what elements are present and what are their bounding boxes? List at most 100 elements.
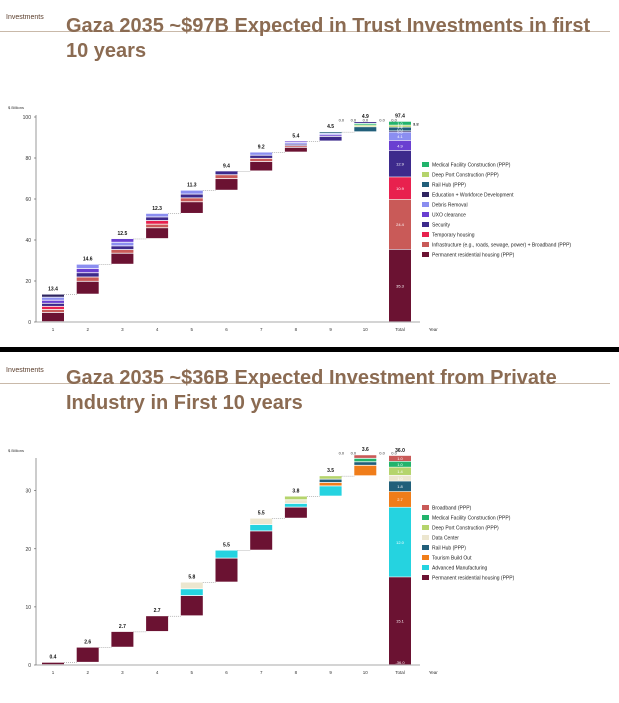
bar-segment <box>250 161 273 171</box>
legend-label: Advanced Manufacturing <box>432 566 488 572</box>
x-axis-label: Year <box>429 670 439 675</box>
bar-segment <box>146 224 169 228</box>
x-tick-label: 4 <box>156 670 159 675</box>
total-segment-label: 1.8 <box>397 484 403 489</box>
total-bar-segment <box>389 199 411 250</box>
total-segment-label: 1.8 <box>413 122 419 127</box>
bar-segment <box>250 155 273 158</box>
legend-swatch <box>422 222 429 227</box>
y-tick-label: 40 <box>25 238 31 244</box>
total-bar-segment <box>389 121 411 125</box>
legend-label: Permanent residential housing (PPP) <box>432 576 515 582</box>
bar-segment <box>111 249 134 253</box>
total-bar-segment <box>389 507 411 577</box>
total-segment-label: 1.0 <box>397 121 403 126</box>
bar-segment <box>180 595 203 616</box>
bar-value-label: 5.5 <box>258 511 265 517</box>
bar-segment <box>146 213 169 217</box>
legend-swatch <box>422 202 429 207</box>
bar-segment <box>42 312 64 322</box>
bar-segment <box>42 297 64 300</box>
bar-segment <box>42 306 64 309</box>
legend-swatch <box>422 212 429 217</box>
bar-segment <box>42 303 64 306</box>
x-tick-label: 4 <box>156 327 159 332</box>
bar-value-label: 3.5 <box>327 468 334 474</box>
bar-value-label: 4.9 <box>362 114 369 120</box>
y-tick-label: 20 <box>25 547 31 553</box>
trust-investment-chart: $ Billions 0 20 40 60 80 100 1 2 3 4 5 6 7 8 9 10 Total Ye… <box>8 105 571 332</box>
total-segment-label: 24.4 <box>396 222 405 227</box>
slide-title-line-1: Gaza 2035 ~$36B Expected Investment from… <box>66 367 557 389</box>
bar-segment <box>354 123 377 125</box>
bar-segment <box>354 465 377 476</box>
legend-label: Rail Hub (PPP) <box>432 183 466 189</box>
bar-segment <box>284 496 307 500</box>
bar-segment <box>354 125 377 127</box>
bar-segment <box>319 136 342 141</box>
total-bar-segment <box>389 455 411 462</box>
y-tick-label: 30 <box>25 489 31 495</box>
total-bar-segment <box>389 150 411 177</box>
legend-label: Data Center <box>432 536 459 542</box>
legend-label: Permanent residential housing (PPP) <box>432 253 515 259</box>
legend-swatch <box>422 575 429 580</box>
y-tick-label: 80 <box>25 156 31 162</box>
legend-swatch <box>422 515 429 520</box>
bar-segment <box>146 217 169 221</box>
bar-segment <box>215 558 238 582</box>
total-bar-segment <box>389 127 411 131</box>
bar-segment <box>319 486 342 496</box>
private-investment-slide: Investments Gaza 2035 ~$36B Expected Inv… <box>0 352 619 703</box>
bar-segment <box>319 135 342 136</box>
total-bar-segment <box>389 125 411 127</box>
slide-title-line-2: Industry in First 10 years <box>66 392 303 414</box>
bar-segment <box>354 455 377 458</box>
bar-segment <box>146 220 169 224</box>
x-tick-label: 5 <box>191 327 194 332</box>
bar-value-label: 5.8 <box>188 574 195 580</box>
slide-title-line-2: 10 years <box>66 40 147 62</box>
x-tick-label: 6 <box>225 327 228 332</box>
x-tick-label: 3 <box>121 327 124 332</box>
total-segment-label: 12.9 <box>396 162 405 167</box>
bar-segment <box>354 122 377 123</box>
bar-segment <box>319 476 342 479</box>
bar-segment <box>319 133 342 135</box>
total-bottom-label: -36.0 <box>395 660 405 665</box>
bar-segment <box>180 202 203 213</box>
bar-segment <box>284 503 307 507</box>
bar-segment <box>111 631 134 647</box>
x-tick-label: 8 <box>295 670 298 675</box>
y-tick-label: 0 <box>28 663 31 669</box>
total-bar-segment <box>389 249 411 322</box>
bar-segment <box>180 190 203 194</box>
legend-label: Debris Removal <box>432 203 468 209</box>
small-value-label: 0.0 <box>339 451 345 456</box>
x-tick-label: 8 <box>295 327 298 332</box>
bar-segment <box>215 175 238 179</box>
bar-segment <box>180 198 203 202</box>
y-tick-label: 0 <box>28 320 31 326</box>
total-segment-label: 0.0 <box>397 129 403 134</box>
title-rule <box>0 383 610 384</box>
x-tick-label: 1 <box>52 670 55 675</box>
bar-value-label: 0.4 <box>50 655 57 661</box>
bar-segment <box>250 518 273 525</box>
legend-label: Deep Port Construction (PPP) <box>432 173 499 179</box>
y-tick-label: 60 <box>25 197 31 203</box>
legend-swatch <box>422 242 429 247</box>
x-tick-label: 2 <box>86 670 89 675</box>
bar-segment <box>319 132 342 133</box>
total-bar-segment <box>389 475 411 481</box>
total-bar-segment <box>389 491 411 507</box>
bar-value-label: 9.2 <box>258 144 265 150</box>
bar-value-label: 12.3 <box>152 206 162 212</box>
total-bar-segment <box>389 140 411 151</box>
x-tick-label: 1 <box>52 327 55 332</box>
legend-swatch <box>422 162 429 167</box>
legend-label: Rail Hub (PPP) <box>432 546 466 552</box>
bar-segment <box>146 616 169 632</box>
bar-segment <box>42 300 64 303</box>
total-segment-label: 1.8 <box>397 124 403 129</box>
